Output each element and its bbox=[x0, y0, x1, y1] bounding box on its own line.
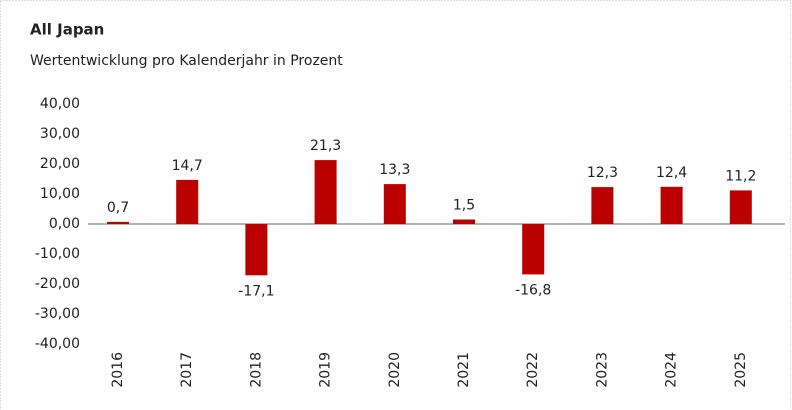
x-tick-label: 2025 bbox=[733, 352, 749, 388]
value-label: 0,7 bbox=[107, 200, 129, 216]
bar bbox=[314, 160, 337, 224]
value-label: 12,4 bbox=[656, 165, 687, 181]
y-tick-label: 30,00 bbox=[40, 126, 80, 142]
x-tick-label: 2018 bbox=[248, 352, 264, 388]
bar bbox=[453, 219, 475, 224]
bar bbox=[729, 190, 752, 224]
y-tick-label: 20,00 bbox=[40, 156, 80, 172]
x-tick-label: 2023 bbox=[594, 352, 610, 388]
x-tick-label: 2024 bbox=[664, 352, 680, 388]
bar bbox=[591, 187, 614, 224]
value-label: 11,2 bbox=[725, 168, 756, 184]
bar bbox=[522, 224, 545, 275]
y-tick-label: -10,00 bbox=[35, 246, 80, 262]
value-label: 13,3 bbox=[379, 162, 410, 178]
x-tick-label: 2016 bbox=[110, 352, 126, 388]
y-tick-label: 10,00 bbox=[40, 186, 80, 202]
bar bbox=[107, 221, 129, 224]
chart-title: All Japan bbox=[30, 21, 104, 39]
bar bbox=[383, 184, 406, 224]
value-label: -17,1 bbox=[238, 283, 274, 299]
value-label: 12,3 bbox=[587, 165, 618, 181]
value-label: -16,8 bbox=[515, 282, 551, 298]
bar bbox=[245, 224, 268, 276]
x-tick-label: 2022 bbox=[525, 352, 541, 388]
x-tick-label: 2019 bbox=[318, 352, 334, 388]
y-tick-label: 0,00 bbox=[49, 216, 80, 232]
bar bbox=[176, 179, 199, 224]
x-tick-label: 2021 bbox=[456, 352, 472, 388]
y-tick-label: -40,00 bbox=[35, 336, 80, 352]
x-tick-label: 2020 bbox=[387, 352, 403, 388]
value-label: 1,5 bbox=[453, 198, 475, 214]
value-label: 21,3 bbox=[310, 138, 341, 154]
x-tick-label: 2017 bbox=[179, 352, 195, 388]
chart-subtitle: Wertentwicklung pro Kalenderjahr in Proz… bbox=[30, 53, 343, 69]
y-tick-label: 40,00 bbox=[40, 96, 80, 112]
bar bbox=[660, 186, 683, 224]
value-label: 14,7 bbox=[172, 158, 203, 174]
y-tick-label: -20,00 bbox=[35, 276, 80, 292]
y-tick-label: -30,00 bbox=[35, 306, 80, 322]
